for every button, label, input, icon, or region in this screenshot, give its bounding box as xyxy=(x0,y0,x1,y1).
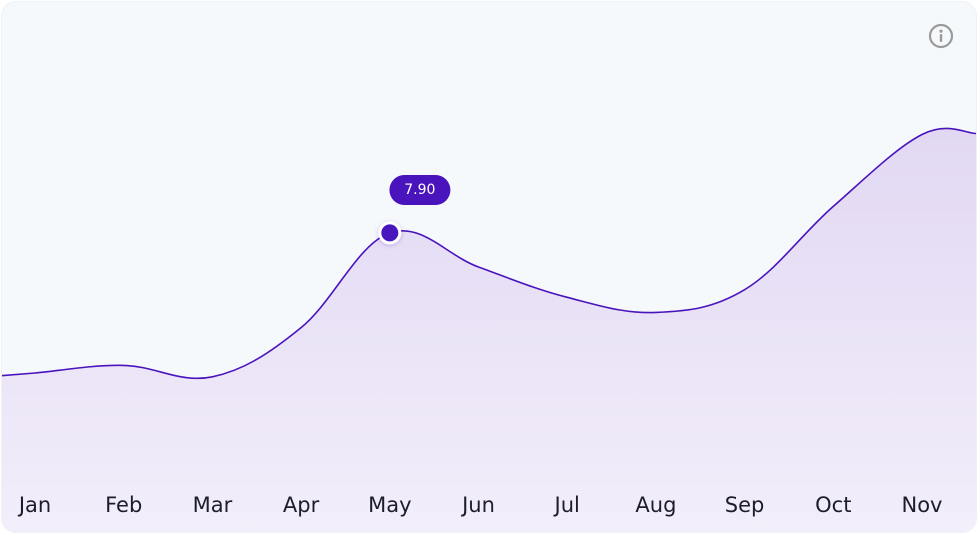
data-point[interactable] xyxy=(118,359,130,371)
x-tick-label: Jul xyxy=(553,493,580,517)
series-line xyxy=(2,127,976,380)
data-point[interactable] xyxy=(739,284,751,296)
x-tick-label: Jun xyxy=(460,493,495,517)
info-button[interactable] xyxy=(928,23,954,49)
data-point[interactable] xyxy=(473,261,485,273)
series-area xyxy=(2,128,976,532)
x-tick-label: Sep xyxy=(725,493,765,517)
x-tick-label: Oct xyxy=(815,493,851,517)
data-point[interactable] xyxy=(916,129,928,141)
data-point[interactable] xyxy=(206,371,218,383)
x-tick-label: May xyxy=(368,493,411,517)
x-tick-label: Feb xyxy=(105,493,142,517)
x-tick-label: Aug xyxy=(635,493,676,517)
data-point[interactable] xyxy=(827,200,839,212)
x-tick-label: Jan xyxy=(17,493,51,517)
data-point[interactable] xyxy=(295,322,307,334)
x-tick-label: Nov xyxy=(902,493,943,517)
x-tick-label: Apr xyxy=(283,493,320,517)
info-icon xyxy=(928,23,954,49)
value-tooltip: 7.90 xyxy=(389,174,451,205)
x-tick-label: Mar xyxy=(193,493,233,517)
data-point[interactable] xyxy=(561,291,573,303)
data-point[interactable] xyxy=(29,367,41,379)
data-point[interactable] xyxy=(650,306,662,318)
highlight-point[interactable] xyxy=(378,221,402,245)
